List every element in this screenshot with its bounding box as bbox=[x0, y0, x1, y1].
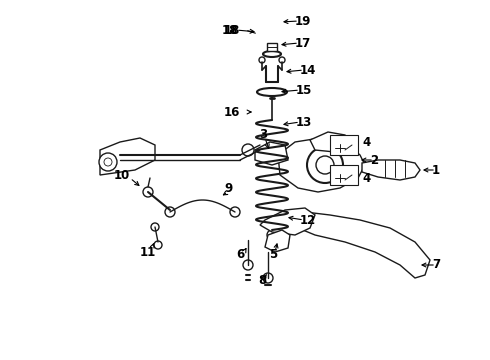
Text: 3: 3 bbox=[259, 127, 267, 140]
Circle shape bbox=[104, 158, 112, 166]
Text: 4: 4 bbox=[362, 135, 370, 149]
Polygon shape bbox=[265, 230, 290, 252]
Circle shape bbox=[307, 147, 343, 183]
Polygon shape bbox=[310, 132, 348, 152]
Circle shape bbox=[151, 223, 159, 231]
Circle shape bbox=[243, 260, 253, 270]
Text: 9: 9 bbox=[224, 181, 232, 194]
Text: 8: 8 bbox=[258, 274, 266, 287]
Polygon shape bbox=[362, 160, 420, 180]
Text: 1: 1 bbox=[432, 163, 440, 176]
Circle shape bbox=[263, 273, 273, 283]
Circle shape bbox=[165, 207, 175, 217]
Text: 11: 11 bbox=[140, 246, 156, 258]
FancyBboxPatch shape bbox=[267, 43, 277, 51]
Circle shape bbox=[316, 156, 334, 174]
Text: 12: 12 bbox=[300, 213, 316, 226]
Text: 14: 14 bbox=[300, 63, 317, 77]
Circle shape bbox=[154, 241, 162, 249]
FancyBboxPatch shape bbox=[330, 135, 358, 155]
Text: 18: 18 bbox=[223, 23, 240, 36]
Text: 7: 7 bbox=[432, 258, 440, 271]
Ellipse shape bbox=[263, 51, 281, 57]
Text: 2: 2 bbox=[370, 153, 378, 166]
Text: 15: 15 bbox=[296, 84, 313, 96]
Polygon shape bbox=[100, 138, 155, 175]
Text: 4: 4 bbox=[362, 171, 370, 185]
Polygon shape bbox=[295, 212, 430, 278]
Text: 17: 17 bbox=[295, 36, 311, 50]
Circle shape bbox=[242, 144, 254, 156]
Text: 13: 13 bbox=[296, 116, 312, 129]
Circle shape bbox=[267, 230, 277, 240]
Ellipse shape bbox=[257, 88, 287, 96]
Text: 5: 5 bbox=[269, 248, 277, 261]
Text: 18: 18 bbox=[221, 23, 238, 36]
Polygon shape bbox=[255, 142, 288, 165]
Circle shape bbox=[230, 207, 240, 217]
Polygon shape bbox=[278, 138, 365, 192]
Circle shape bbox=[143, 187, 153, 197]
Text: 19: 19 bbox=[295, 14, 311, 27]
Text: 6: 6 bbox=[236, 248, 244, 261]
Circle shape bbox=[99, 153, 117, 171]
Polygon shape bbox=[260, 208, 315, 235]
Circle shape bbox=[259, 57, 265, 63]
Text: 10: 10 bbox=[114, 168, 130, 181]
FancyBboxPatch shape bbox=[330, 165, 358, 185]
Circle shape bbox=[279, 57, 285, 63]
Text: 16: 16 bbox=[223, 105, 240, 118]
